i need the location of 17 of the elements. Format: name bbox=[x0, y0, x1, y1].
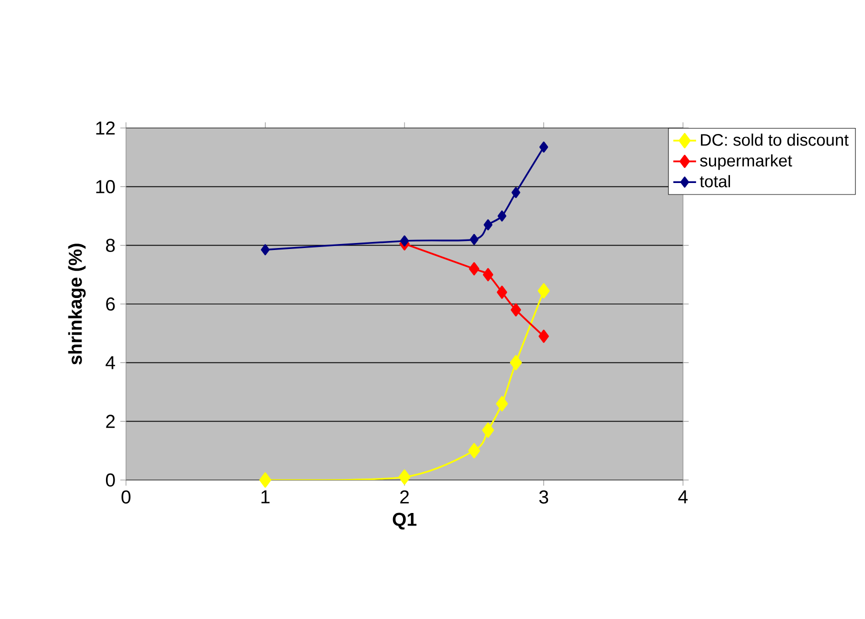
y-axis-title: shrinkage (%) bbox=[68, 244, 86, 365]
legend-label: DC: sold to discount bbox=[700, 134, 849, 146]
y-tick-label: 12 bbox=[96, 121, 115, 135]
y-tick-label: 8 bbox=[106, 238, 115, 252]
x-tick-label: 3 bbox=[539, 490, 548, 504]
y-tick-label: 6 bbox=[106, 297, 115, 311]
x-tick-label: 4 bbox=[678, 490, 688, 504]
legend-label: supermarket bbox=[700, 154, 792, 170]
legend-label: total bbox=[700, 175, 730, 188]
x-tick-label: 0 bbox=[122, 490, 130, 504]
x-axis-title: Q1 bbox=[392, 512, 416, 530]
x-tick-label: 1 bbox=[261, 490, 270, 504]
y-tick-label: 4 bbox=[106, 356, 116, 370]
y-tick-label: 0 bbox=[106, 473, 115, 487]
y-tick-label: 10 bbox=[96, 180, 115, 194]
x-tick-label: 2 bbox=[400, 490, 409, 504]
y-tick-label: 2 bbox=[106, 414, 115, 428]
